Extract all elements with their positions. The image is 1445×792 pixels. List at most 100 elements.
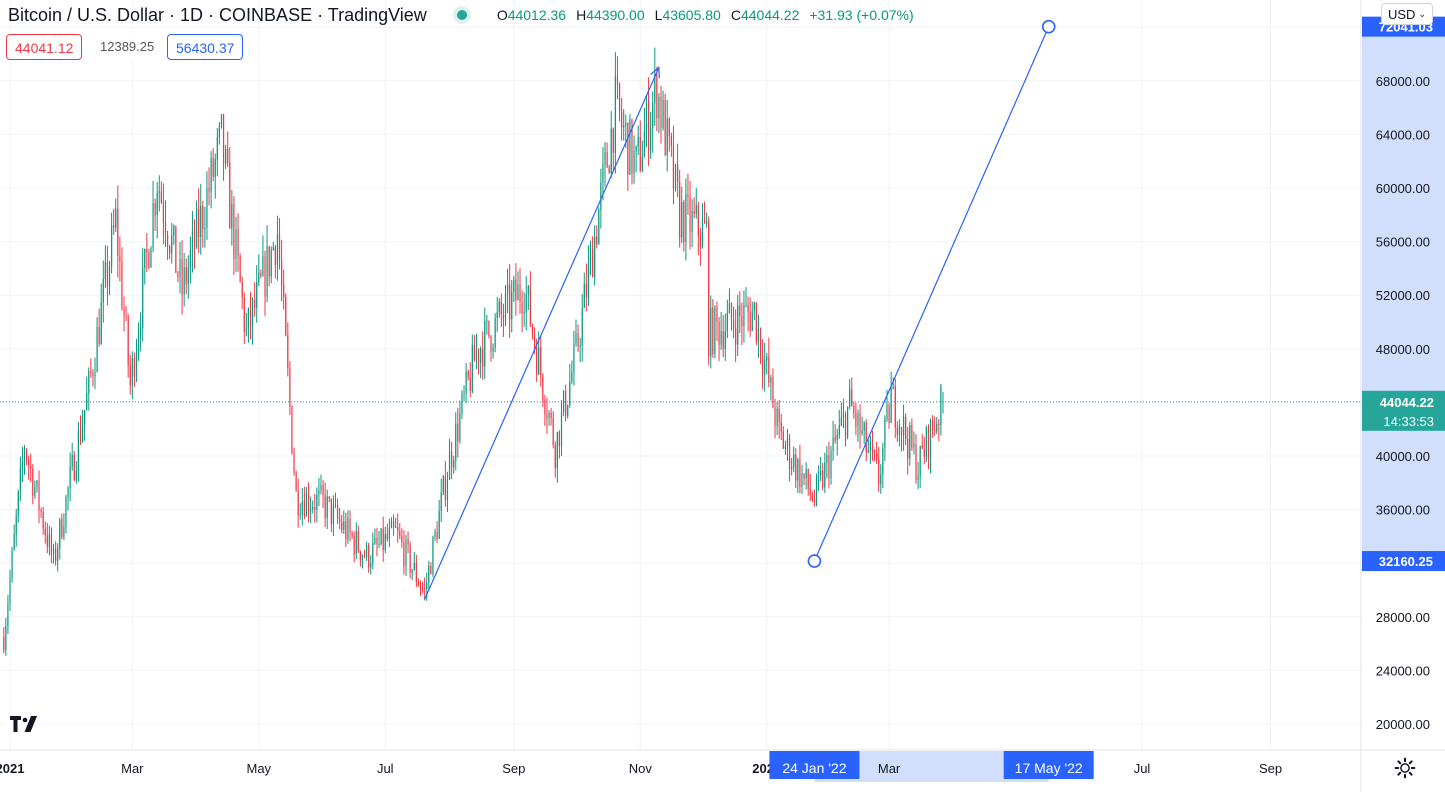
candle-body xyxy=(521,302,523,314)
candle xyxy=(401,528,403,548)
candle-body xyxy=(461,392,463,414)
candle xyxy=(198,188,200,254)
candle xyxy=(824,452,826,494)
tradingview-logo-icon[interactable] xyxy=(6,706,42,742)
candle xyxy=(902,404,905,451)
candle-body xyxy=(446,479,449,500)
candle-body xyxy=(718,321,720,345)
candle-body xyxy=(326,496,328,518)
candle xyxy=(318,477,320,507)
candle xyxy=(587,245,590,306)
candle-body xyxy=(459,413,461,442)
candle xyxy=(650,111,652,159)
candle-body xyxy=(749,312,751,331)
candle-body xyxy=(293,453,295,473)
candle xyxy=(142,248,144,342)
candle xyxy=(417,578,420,587)
candle-body xyxy=(602,163,604,183)
candle-body xyxy=(861,430,863,434)
candle-body xyxy=(907,439,909,459)
candle xyxy=(287,322,289,377)
candle-body xyxy=(562,391,565,412)
candle-body xyxy=(925,427,927,457)
candle xyxy=(610,111,612,178)
candle-body xyxy=(504,293,507,320)
candle-body xyxy=(289,368,291,407)
candle-body xyxy=(332,504,335,525)
indicator-value-left[interactable]: 44041.12 xyxy=(6,34,83,60)
candle xyxy=(218,122,220,145)
candle-body xyxy=(880,474,882,485)
candle-body xyxy=(357,531,359,552)
candle xyxy=(643,107,646,158)
candle-body xyxy=(148,252,150,268)
candle-body xyxy=(187,267,189,284)
currency-button[interactable]: USD ⌄ xyxy=(1381,3,1433,25)
candle-body xyxy=(469,377,471,392)
candle-body xyxy=(712,307,714,354)
candle-body xyxy=(50,534,53,555)
candle xyxy=(770,374,772,401)
candle xyxy=(639,120,641,173)
candle xyxy=(384,526,386,554)
candle-body xyxy=(378,544,380,546)
time-tick-label: Nov xyxy=(629,761,653,776)
candle xyxy=(386,523,388,542)
candle-body xyxy=(320,485,322,491)
candle-body xyxy=(815,476,818,503)
candle-body xyxy=(799,459,801,488)
candle xyxy=(129,354,131,395)
candle-body xyxy=(488,320,490,337)
candle-body xyxy=(448,451,451,480)
symbol-title[interactable]: Bitcoin / U.S. Dollar · 1D · COINBASE · … xyxy=(8,4,427,25)
candle-body xyxy=(347,518,349,540)
candles xyxy=(3,47,944,656)
candle-body xyxy=(106,261,109,287)
candle xyxy=(63,513,65,541)
candle-body xyxy=(52,549,55,555)
candle xyxy=(627,122,629,192)
candle-body xyxy=(473,344,476,361)
candle xyxy=(869,435,872,464)
candle-body xyxy=(19,467,21,492)
candle-body xyxy=(581,308,583,346)
candle xyxy=(388,518,391,547)
price-tick-label: 64000.00 xyxy=(1376,127,1430,142)
market-status-dot[interactable] xyxy=(456,10,467,20)
candle-body xyxy=(631,119,633,174)
candle xyxy=(162,183,165,245)
candle xyxy=(849,379,851,410)
candle xyxy=(21,446,24,482)
candle-body xyxy=(57,548,59,562)
candle xyxy=(716,301,718,341)
candle xyxy=(28,455,30,480)
close-value: 44044.22 xyxy=(740,7,800,23)
gear-icon[interactable] xyxy=(1394,757,1416,779)
candle-body xyxy=(92,373,94,377)
candle-body xyxy=(79,430,82,442)
price-tick-label: 52000.00 xyxy=(1376,288,1430,303)
candle-body xyxy=(670,136,672,146)
candle-body xyxy=(608,167,610,174)
candle-body xyxy=(587,263,590,298)
candle-body xyxy=(424,588,426,590)
candle-body xyxy=(471,344,473,392)
candle-body xyxy=(270,249,272,277)
candle xyxy=(853,401,855,419)
candle xyxy=(467,369,469,381)
candle-body xyxy=(413,562,415,570)
candle xyxy=(805,462,807,490)
candle xyxy=(455,412,457,471)
price-axis-selection xyxy=(1362,26,1445,562)
candle-body xyxy=(44,528,46,536)
candle xyxy=(214,153,216,199)
candle-body xyxy=(813,500,816,503)
low-value: 43605.80 xyxy=(662,7,721,23)
candle xyxy=(453,455,455,474)
candle-body xyxy=(241,281,243,298)
candle-body xyxy=(660,96,662,128)
candle-body xyxy=(633,151,635,174)
indicator-value-right[interactable]: 56430.37 xyxy=(167,34,244,60)
price-tick-label: 36000.00 xyxy=(1376,503,1430,518)
